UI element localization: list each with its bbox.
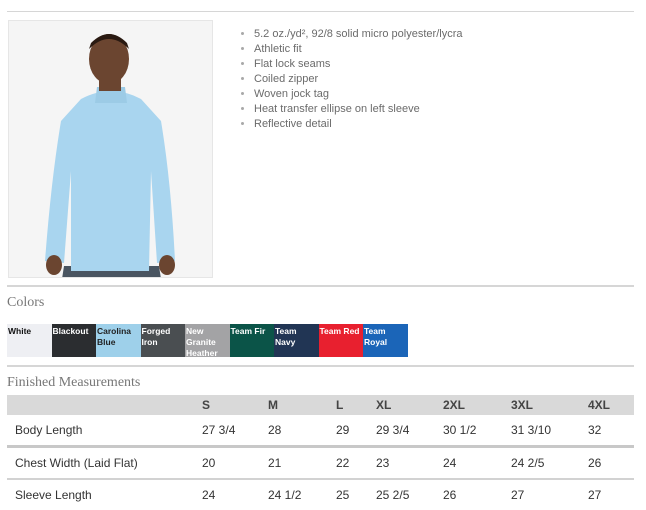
measurement-cell: 25 2/5 — [376, 488, 410, 502]
size-header: M — [268, 395, 336, 415]
color-swatch[interactable]: Team Navy — [274, 324, 319, 357]
product-photo — [8, 20, 213, 278]
feature-item: Woven jock tag — [254, 87, 462, 102]
color-swatch[interactable]: Carolina Blue — [96, 324, 141, 357]
colors-heading: Colors — [7, 295, 45, 310]
measurement-cell: 24 — [202, 488, 216, 502]
measurement-cell: 28 — [268, 415, 336, 448]
color-swatch[interactable]: Team Red — [318, 324, 363, 357]
size-header: XL — [376, 395, 443, 415]
measurement-cell: 31 3/10 — [511, 415, 588, 448]
size-header: 3XL — [511, 395, 588, 415]
feature-item: Flat lock seams — [254, 57, 462, 72]
measurement-cell: 32 — [588, 415, 634, 448]
measurement-cell: 30 1/2 — [443, 415, 511, 448]
measurement-cell: 27 — [511, 488, 525, 502]
measurement-cell: 29 — [336, 415, 376, 448]
feature-item: 5.2 oz./yd², 92/8 solid micro polyester/… — [254, 27, 462, 42]
size-header: 2XL — [443, 395, 511, 415]
divider — [7, 365, 634, 367]
measurements-table: S M L XL 2XL 3XL 4XL Body Length 27 3/4 28… — [7, 395, 634, 510]
color-swatches: White Blackout Carolina Blue Forged Iron New… — [7, 324, 408, 357]
size-header: 4XL — [588, 395, 634, 415]
color-swatch[interactable]: White — [7, 324, 52, 357]
measurement-cell: 20 — [202, 446, 268, 480]
row-label: Chest Width (Laid Flat) — [7, 446, 202, 480]
measurement-cell: 23 — [376, 446, 443, 480]
feature-item: Heat transfer ellipse on left sleeve — [254, 102, 462, 117]
color-swatch[interactable]: Forged Iron — [140, 324, 185, 357]
color-swatch[interactable]: Blackout — [51, 324, 96, 357]
measurement-cell: 24 2/5 — [511, 446, 588, 480]
feature-item: Reflective detail — [254, 117, 462, 132]
measurement-cell: 24 — [443, 446, 511, 480]
divider — [7, 285, 634, 287]
feature-item: Athletic fit — [254, 42, 462, 57]
measurements-heading: Finished Measurements — [7, 375, 141, 390]
size-header: S — [202, 395, 268, 415]
measurement-cell: 25 — [336, 488, 350, 502]
measurement-cell: 24 1/2 — [268, 488, 302, 502]
measurement-cell: 21 — [268, 446, 336, 480]
row-label: Body Length — [7, 415, 202, 448]
color-swatch[interactable]: Team Royal — [363, 324, 408, 357]
measurement-cell: 27 3/4 — [202, 415, 268, 448]
feature-item: Coiled zipper — [254, 72, 462, 87]
measurement-cell: 22 — [336, 446, 376, 480]
table-row: Chest Width (Laid Flat) 20 21 22 23 24 24 2/5 2… — [7, 446, 634, 480]
measurement-cell: 27 — [588, 488, 602, 502]
table-header-row: S M L XL 2XL 3XL 4XL — [7, 395, 634, 415]
size-header: L — [336, 395, 376, 415]
table-row: Body Length 27 3/4 28 29 29 3/4 30 1/2 31 3/10… — [7, 415, 634, 448]
measurement-cell: 26 — [443, 488, 457, 502]
feature-list: 5.2 oz./yd², 92/8 solid micro polyester/… — [240, 27, 462, 132]
table-row: Sleeve Length 24 24 1/2 25 25 2/5 26 27 27 — [7, 479, 634, 510]
color-swatch[interactable]: New Granite Heather — [185, 324, 230, 357]
top-divider — [7, 11, 634, 12]
measurement-cell: 26 — [588, 446, 634, 480]
row-label: Sleeve Length — [15, 488, 92, 502]
color-swatch[interactable]: Team Fir — [229, 324, 274, 357]
measurement-cell: 29 3/4 — [376, 415, 443, 448]
